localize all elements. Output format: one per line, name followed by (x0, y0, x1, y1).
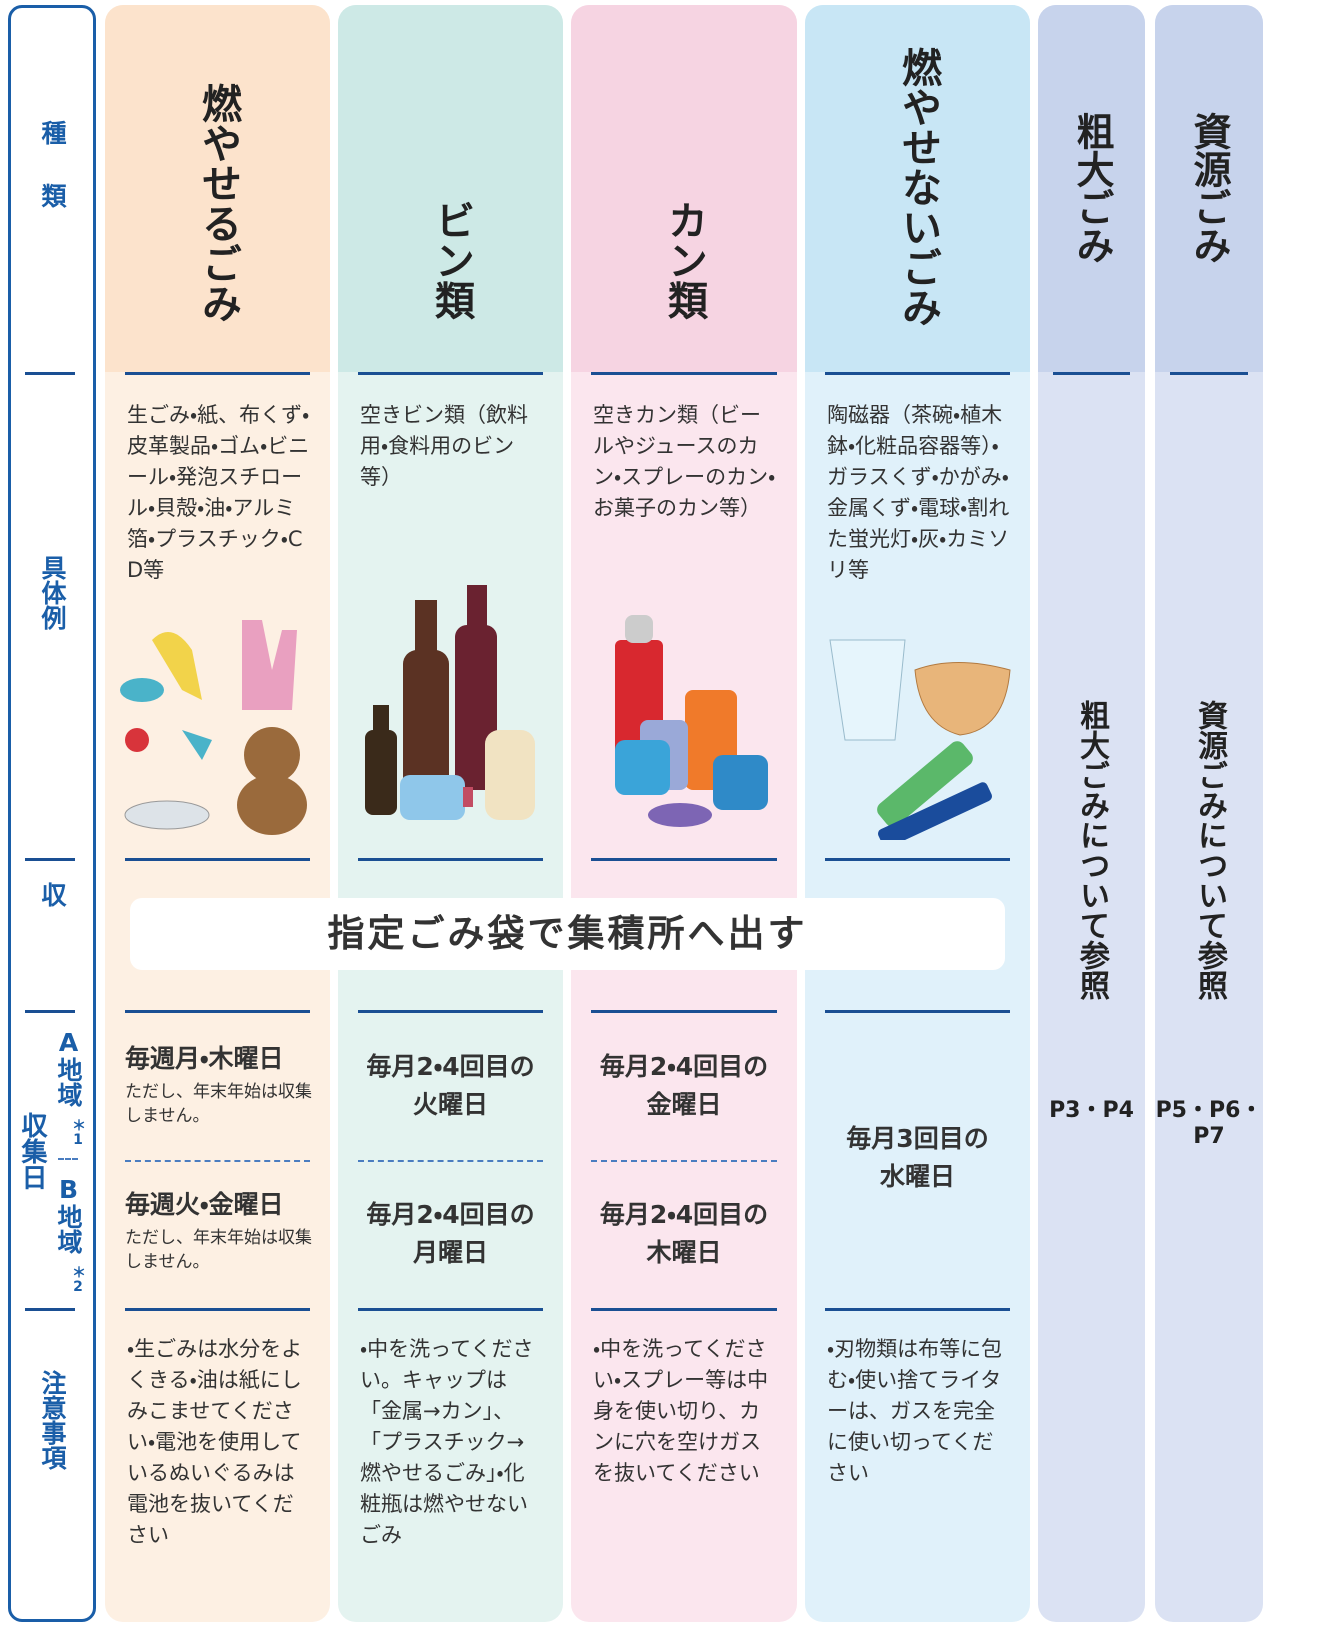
illustration-shape (152, 632, 202, 700)
illustration-shape (124, 800, 210, 830)
schedule-dash (591, 1160, 777, 1162)
column-rule (825, 372, 1010, 375)
column-title: 資源ごみ (1187, 112, 1231, 264)
column-header-bg (105, 5, 330, 372)
examples: 空きビン類（飲料用・食料用のビン等） (360, 403, 528, 489)
column-title: 燃やせるごみ (195, 83, 241, 323)
illustration-shape (877, 741, 973, 827)
column-rule (1053, 372, 1130, 375)
side-examples: 具体例 (38, 555, 67, 630)
column-header-bg (805, 5, 1030, 372)
side-rule (25, 372, 75, 375)
column-rule (358, 1010, 543, 1013)
column-rule (358, 372, 543, 375)
illustration-shape (878, 782, 992, 840)
side-rule (25, 858, 75, 861)
examples: 生ごみ・紙、布くず・皮革製品・ゴム・ビニール・発泡スチロール・貝殻・油・アルミ箔… (127, 403, 310, 582)
side-frame (8, 5, 96, 1622)
column-header-bg (1155, 5, 1263, 372)
illustration-shape (125, 728, 149, 752)
schedule-b: 毎月2・4回目の 月曜日 (366, 1200, 535, 1267)
column-rule (591, 1010, 777, 1013)
side-rule (25, 1308, 75, 1311)
illustration-shape (914, 662, 1011, 736)
schedule-dash (125, 1160, 310, 1162)
column-rule (825, 1308, 1010, 1311)
examples: 空きカン類（ビールやジュースのカン・スプレーのカン・お菓子のカン等） (593, 403, 776, 520)
column-rule (825, 1010, 1010, 1013)
schedule-b-note: ただし、年末年始は収集しません。 (125, 1228, 312, 1272)
illustration-shape (625, 615, 653, 643)
column-header-bg (338, 5, 563, 372)
column-title: 粗大ごみ (1070, 112, 1114, 264)
pages: P3・P4 (1049, 1098, 1134, 1123)
column-title: カン類 (661, 200, 707, 320)
side-type: 種類 (38, 120, 67, 246)
illustration (120, 620, 307, 835)
column-title: ビン類 (428, 200, 474, 320)
notes: ・生ごみは水分をよくきる・油は紙にしみこませてください・電池を使用しているぬいぐ… (127, 1337, 303, 1547)
column-rule (125, 372, 310, 375)
notes: ・刃物類は布等に包む・使い捨てライターは、ガスを完全に使い切ってください (827, 1337, 1003, 1485)
illustration-shape (242, 620, 297, 710)
column-rule (125, 1010, 310, 1013)
column-rule (358, 1308, 543, 1311)
illustration-shape (467, 585, 487, 635)
column-rule (591, 858, 777, 861)
illustration-shape (365, 730, 397, 815)
schedule-a: 毎月2・4回目の 金曜日 (599, 1052, 769, 1119)
column-rule (125, 1308, 310, 1311)
schedule-b: 毎週火・金曜日 (125, 1190, 284, 1219)
notes: ・中を洗ってください。キャップは「金属→カン」、「プラスチック→燃やせるごみ」・… (360, 1337, 534, 1547)
side-rule (25, 1010, 75, 1013)
side-schedule: 収集日 (17, 1112, 47, 1190)
examples: 陶磁器（茶碗・植木鉢・化粧品容器等）・ガラスくず・かがみ・金属くず・電球・割れた… (827, 403, 1010, 582)
schedule: 毎月3回目の 水曜日 (846, 1124, 989, 1191)
column-rule (358, 858, 543, 861)
illustration-shape (244, 727, 300, 783)
side-area-b: B地域 (54, 1175, 83, 1254)
notes: ・中を洗ってください・スプレー等は中身を使い切り、カンに穴を空けガスを抜いてくだ… (593, 1337, 769, 1485)
illustration (829, 639, 1011, 840)
reference: 資源ごみについて参照 (1192, 700, 1227, 1000)
illustration (365, 585, 535, 820)
illustration-shape (373, 705, 389, 735)
side-area-b-note: ＊2 (70, 1265, 86, 1295)
illustration-shape (182, 730, 212, 760)
illustration-shape (485, 730, 535, 820)
side-notes: 注意事項 (38, 1370, 67, 1470)
column-header-bg (571, 5, 797, 372)
column-header-bg (1038, 5, 1145, 372)
column-rule (1170, 372, 1248, 375)
banner: 指定ごみ袋で集積所へ出す (130, 898, 1005, 970)
illustration-shape (648, 803, 712, 827)
illustration-shape (615, 740, 670, 795)
column-rule (825, 858, 1010, 861)
schedule-dash (358, 1160, 543, 1162)
illustration-shape (400, 775, 465, 820)
column-rule (591, 1308, 777, 1311)
schedule-a: 毎月2・4回目の 火曜日 (366, 1052, 535, 1119)
illustration-shape (713, 755, 768, 810)
side-collection: 収集 (38, 882, 67, 945)
column-rule (591, 372, 777, 375)
side-area-a: A地域 (54, 1028, 83, 1107)
reference: 粗大ごみについて参照 (1074, 700, 1109, 1000)
side-area-a-note: ＊1 (70, 1118, 86, 1148)
schedule-b: 毎月2・4回目の 木曜日 (599, 1200, 769, 1267)
illustration-shape (463, 787, 473, 807)
illustration-shape (415, 600, 437, 660)
pages: P5・P6・P7 (1155, 1098, 1263, 1149)
illustration-shape (120, 678, 164, 702)
schedule-a: 毎週月・木曜日 (125, 1044, 284, 1073)
column-title: 燃やせないごみ (895, 47, 941, 327)
side-dash (58, 1158, 78, 1160)
illustration (615, 615, 768, 827)
column-rule (125, 858, 310, 861)
illustration-shape (237, 775, 307, 835)
schedule-a-note: ただし、年末年始は収集しません。 (125, 1082, 312, 1126)
illustration-shape (829, 639, 906, 741)
